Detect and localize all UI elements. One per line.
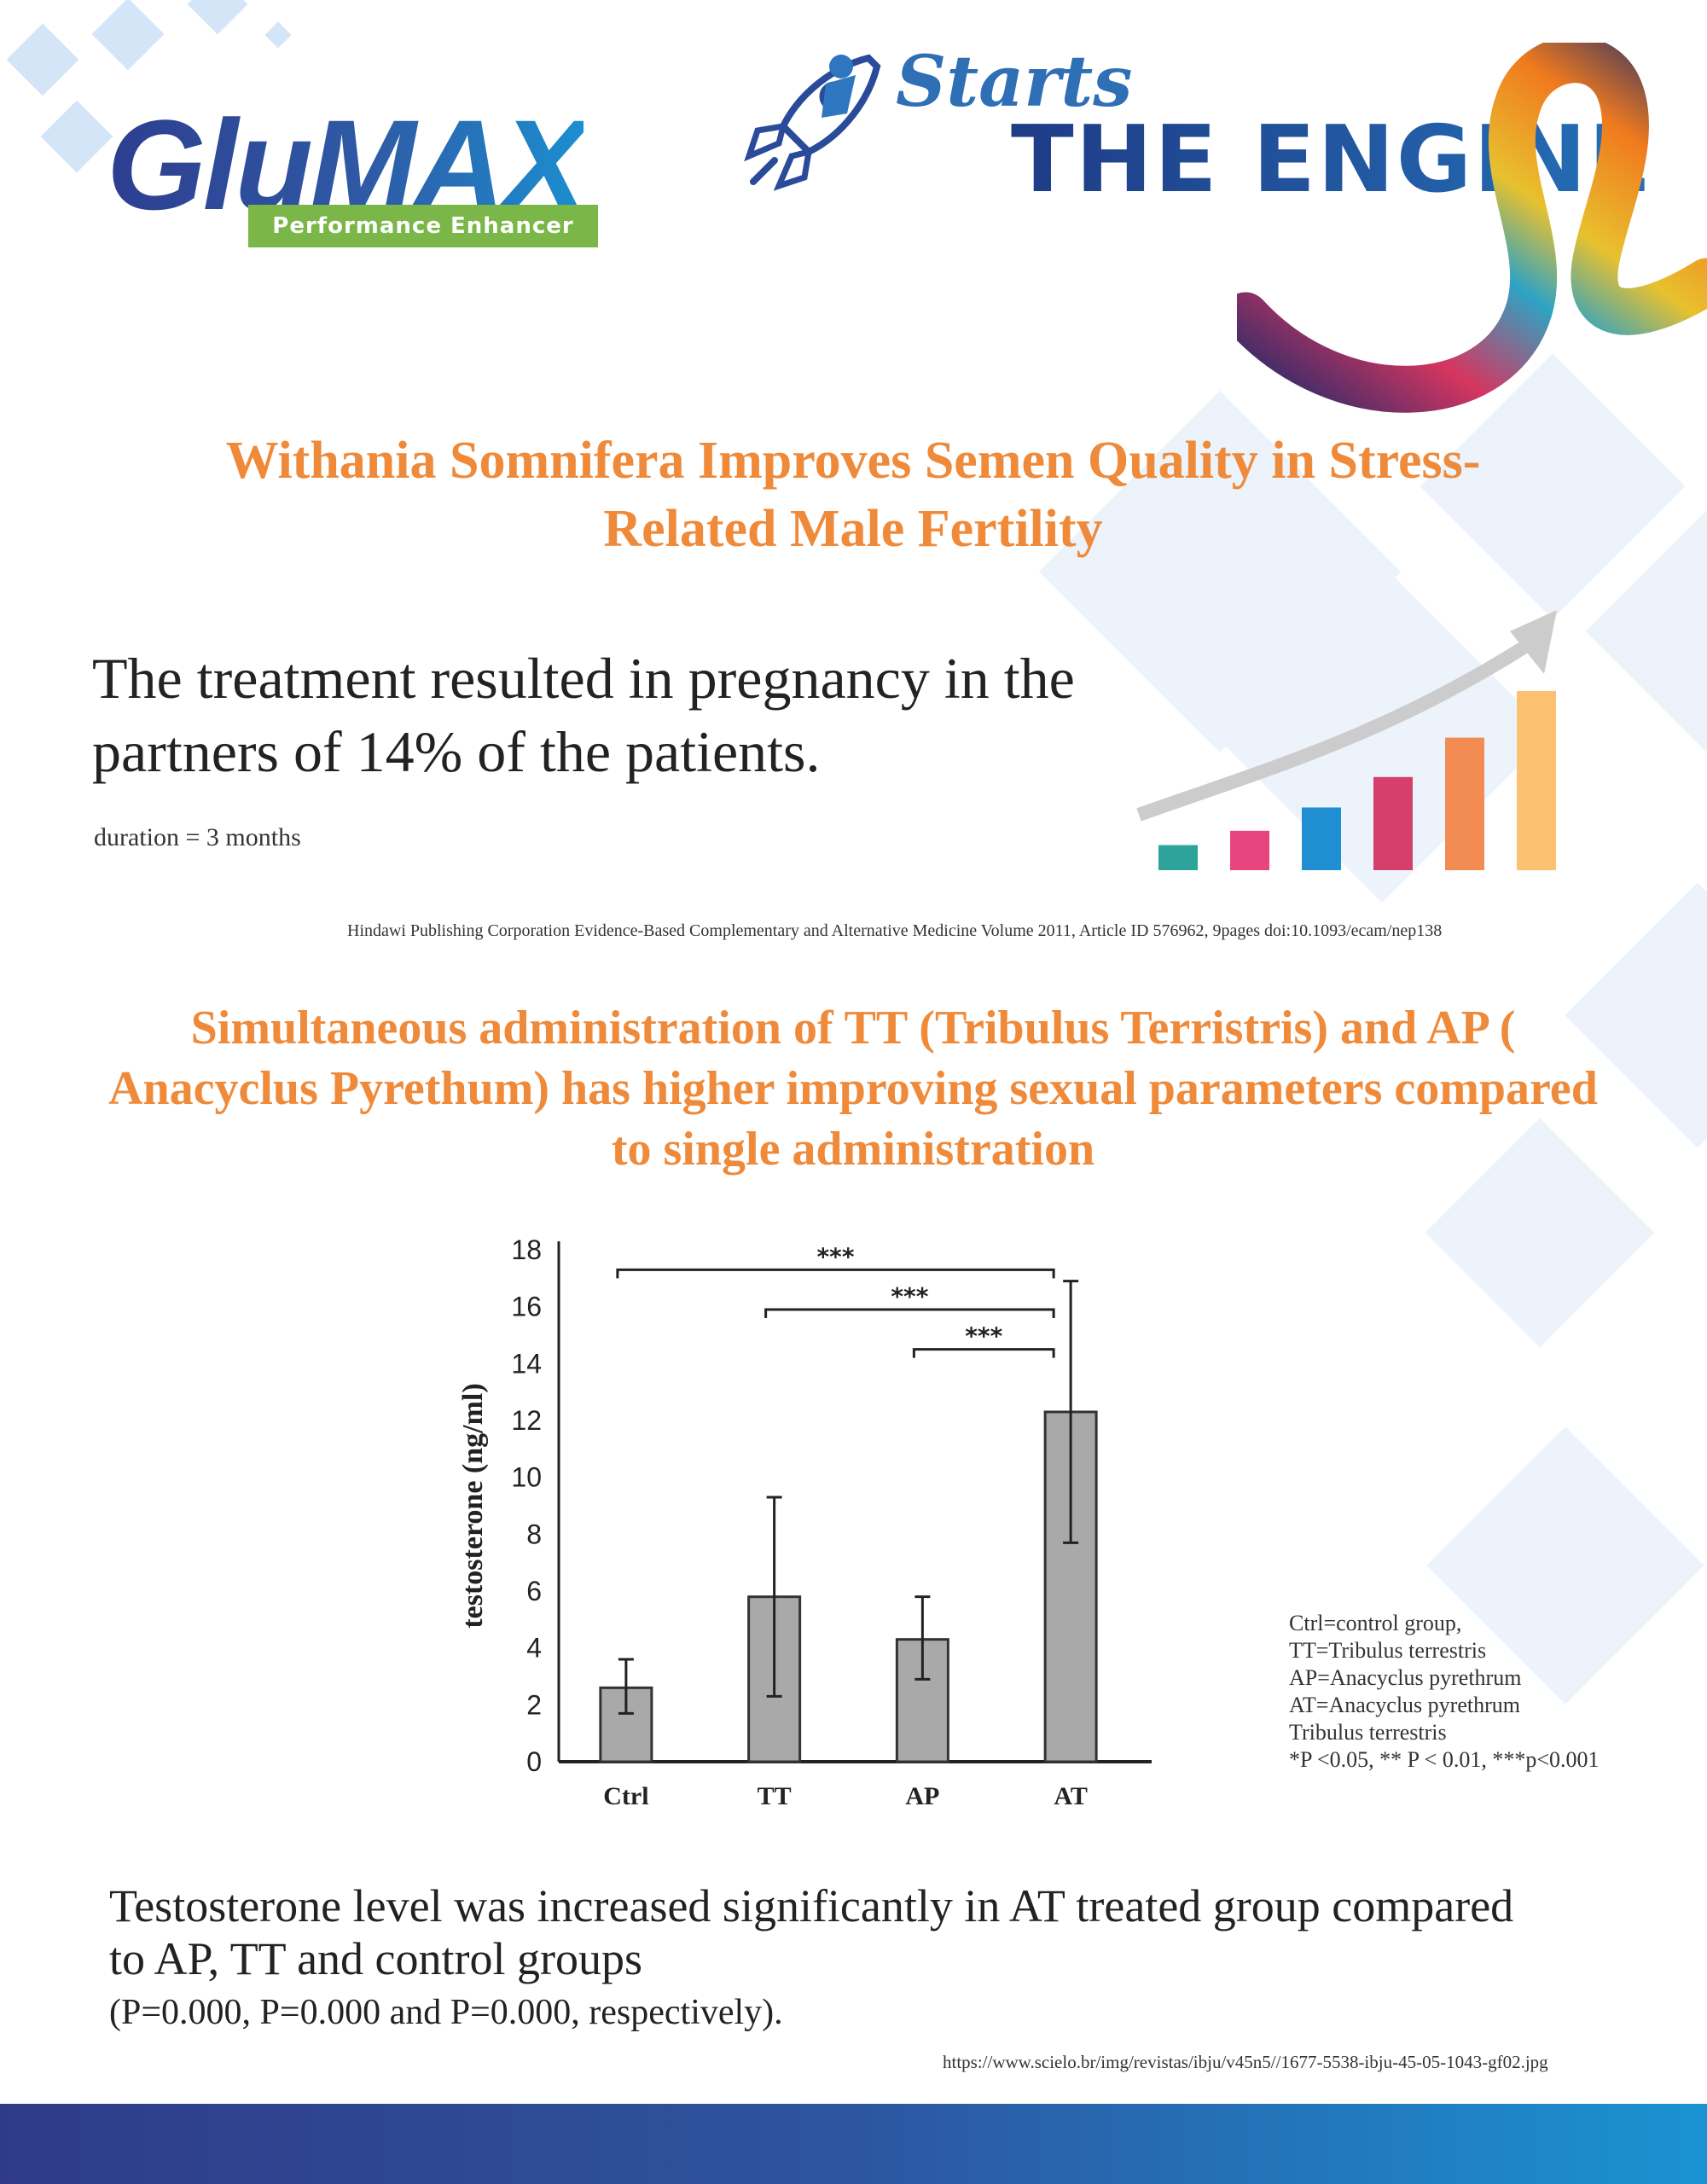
y-tick-label: 6 [526, 1576, 542, 1606]
growth-bar [1517, 691, 1556, 870]
legend-line: Tribulus terrestris [1289, 1720, 1447, 1745]
y-tick-label: 14 [511, 1348, 542, 1379]
study2-p-values: (P=0.000, P=0.000 and P=0.000, respectiv… [109, 1993, 783, 2032]
study1-statement: The treatment resulted in pregnancy in t… [92, 646, 1075, 784]
growth-chart-icon [1136, 610, 1557, 870]
legend-line: TT=Tribulus terrestris [1289, 1638, 1487, 1663]
y-tick-label: 0 [526, 1746, 542, 1777]
growth-bar [1445, 737, 1484, 870]
study2-title: Simultaneous administration of TT (Tribu… [108, 1002, 1598, 1176]
bg-diamond [187, 0, 248, 35]
brand-logo: GluMAX Performance Enhancer [107, 101, 601, 254]
ribbon-graphic [1237, 43, 1707, 413]
logo-tagline: Performance Enhancer [248, 205, 598, 247]
x-tick-label: AT [1054, 1782, 1087, 1810]
y-tick-label: 2 [526, 1689, 542, 1720]
x-tick-label: TT [758, 1782, 792, 1810]
x-tick-label: AP [905, 1782, 939, 1810]
bg-diamond [264, 21, 292, 49]
chart-legend: Ctrl=control group, TT=Tribulus terrestr… [1289, 1610, 1599, 1774]
growth-bar [1158, 845, 1198, 870]
significance-bracket [912, 1348, 1055, 1358]
growth-bar [1230, 830, 1269, 870]
legend-line: *P <0.05, ** P < 0.01, ***p<0.001 [1289, 1747, 1600, 1772]
bg-diamond [6, 23, 79, 96]
significance-label: *** [817, 1242, 855, 1270]
y-tick-label: 10 [511, 1462, 542, 1493]
legend-line: AP=Anacyclus pyrethrum [1289, 1665, 1522, 1690]
y-tick-label: 12 [511, 1405, 542, 1436]
growth-bar [1302, 807, 1341, 870]
slogan-starts: Starts [896, 41, 1133, 123]
significance-label: *** [965, 1322, 1002, 1350]
legend-line: Ctrl=control group, [1289, 1611, 1462, 1635]
x-tick-label: Ctrl [603, 1782, 648, 1810]
bg-diamond [91, 0, 165, 71]
y-tick-label: 16 [511, 1292, 542, 1322]
footer-bar [0, 2104, 1707, 2184]
study1-title: Withania Somnifera Improves Semen Qualit… [225, 432, 1481, 558]
y-tick-label: 8 [526, 1519, 542, 1549]
bg-diamond [40, 100, 113, 173]
legend-line: AT=Anacyclus pyrethrum [1289, 1693, 1520, 1717]
study2-citation: https://www.scielo.br/img/revistas/ibju/… [943, 2052, 1548, 2072]
y-tick-label: 18 [511, 1234, 542, 1265]
testosterone-chart: testosterone (ng/ml) 0 2 4 6 8 10 12 14 16 18 Ctrl T… [457, 1234, 1152, 1810]
significance-bracket [764, 1308, 1055, 1318]
y-tick-label: 4 [526, 1633, 542, 1664]
study2-conclusion: Testosterone level was increased signifi… [109, 1880, 1514, 1984]
y-axis-label: testosterone (ng/ml) [457, 1383, 489, 1628]
slogan-engine: THE ENGINE [1011, 107, 1653, 213]
rocket-icon [744, 54, 881, 191]
significance-bracket [616, 1268, 1055, 1279]
study1-duration: duration = 3 months [94, 823, 301, 851]
significance-label: *** [891, 1282, 928, 1310]
growth-bar [1373, 776, 1413, 870]
study1-citation: Hindawi Publishing Corporation Evidence-… [347, 921, 1443, 940]
